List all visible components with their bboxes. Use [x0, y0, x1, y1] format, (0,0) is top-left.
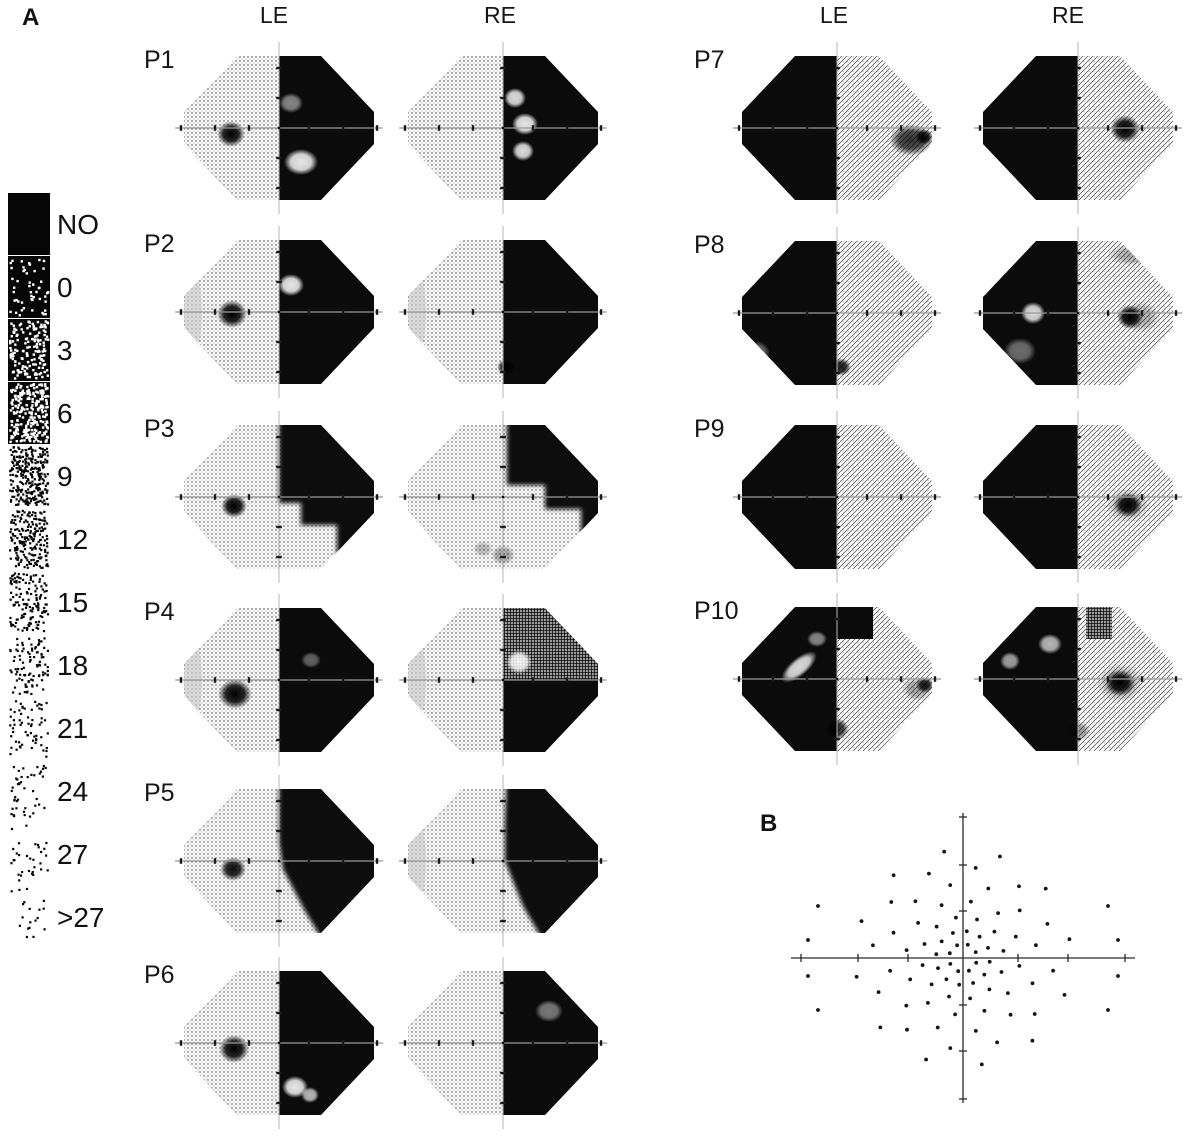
field-map-P10-LE	[733, 593, 941, 765]
column-header-left-re: RE	[484, 2, 516, 28]
panel-a-label: A	[22, 4, 40, 31]
legend-label-12: 12	[57, 523, 89, 555]
field-map-P7-RE	[974, 42, 1182, 214]
patient-label-P3: P3	[144, 415, 175, 443]
legend-swatch-9	[9, 446, 50, 507]
field-map-P4-LE	[175, 594, 383, 766]
field-map-P1-LE	[175, 42, 383, 214]
legend-swatch-27	[10, 824, 49, 882]
legend-label-15: 15	[57, 586, 89, 618]
legend-swatch-6	[8, 382, 50, 444]
legend-label-21: 21	[57, 712, 89, 744]
legend-label-0: 0	[57, 271, 73, 303]
legend-label-9: 9	[57, 460, 73, 492]
legend-label-6: 6	[57, 397, 73, 429]
legend-swatch-12	[9, 509, 49, 569]
field-map-P2-LE	[175, 226, 383, 398]
field-map-P9-LE	[733, 411, 941, 583]
legend-label-NO: NO	[57, 208, 99, 240]
column-header-left-le: LE	[259, 2, 289, 28]
legend-swatch-3	[8, 319, 50, 381]
patient-label-P5: P5	[144, 779, 175, 807]
legend-swatch-15	[9, 572, 50, 633]
patient-label-P6: P6	[144, 961, 175, 989]
patient-label-P7: P7	[694, 46, 725, 74]
field-map-P6-LE	[175, 957, 383, 1129]
field-map-P1-RE	[399, 42, 607, 214]
patient-label-P4: P4	[144, 598, 175, 626]
legend-swatch-NO	[8, 193, 50, 255]
legend-swatch-21	[9, 700, 49, 758]
patient-label-P10: P10	[694, 597, 739, 625]
patient-label-P8: P8	[694, 231, 725, 259]
legend-label->27: >27	[57, 901, 105, 933]
panel-b-label: B	[760, 810, 778, 837]
column-header-right-le: LE	[819, 2, 849, 28]
field-map-P9-RE	[974, 411, 1182, 583]
field-map-P5-LE	[175, 775, 383, 947]
legend-swatch->27	[10, 887, 46, 939]
legend-label-18: 18	[57, 649, 89, 681]
field-map-P3-LE	[175, 411, 383, 583]
field-map-P2-RE	[399, 226, 607, 398]
field-map-P5-RE	[399, 775, 607, 947]
legend-swatch-24	[10, 764, 47, 818]
field-map-P6-RE	[399, 957, 607, 1129]
patient-label-P9: P9	[694, 415, 725, 443]
legend-label-27: 27	[57, 838, 89, 870]
legend-label-3: 3	[57, 334, 73, 366]
field-map-P8-RE	[974, 227, 1182, 399]
field-map-P4-RE	[399, 594, 607, 766]
legend-swatch-18	[9, 637, 49, 696]
field-map-P3-RE	[399, 411, 607, 583]
legend-label-24: 24	[57, 775, 89, 807]
patient-label-P2: P2	[144, 230, 175, 258]
legend-swatch-0	[8, 256, 50, 318]
column-header-right-re: RE	[1052, 2, 1084, 28]
field-map-P8-LE	[733, 227, 941, 399]
field-map-P7-LE	[733, 42, 941, 214]
field-map-P10-RE	[974, 593, 1182, 765]
patient-label-P1: P1	[144, 46, 175, 74]
stimulus-grid	[791, 813, 1135, 1103]
